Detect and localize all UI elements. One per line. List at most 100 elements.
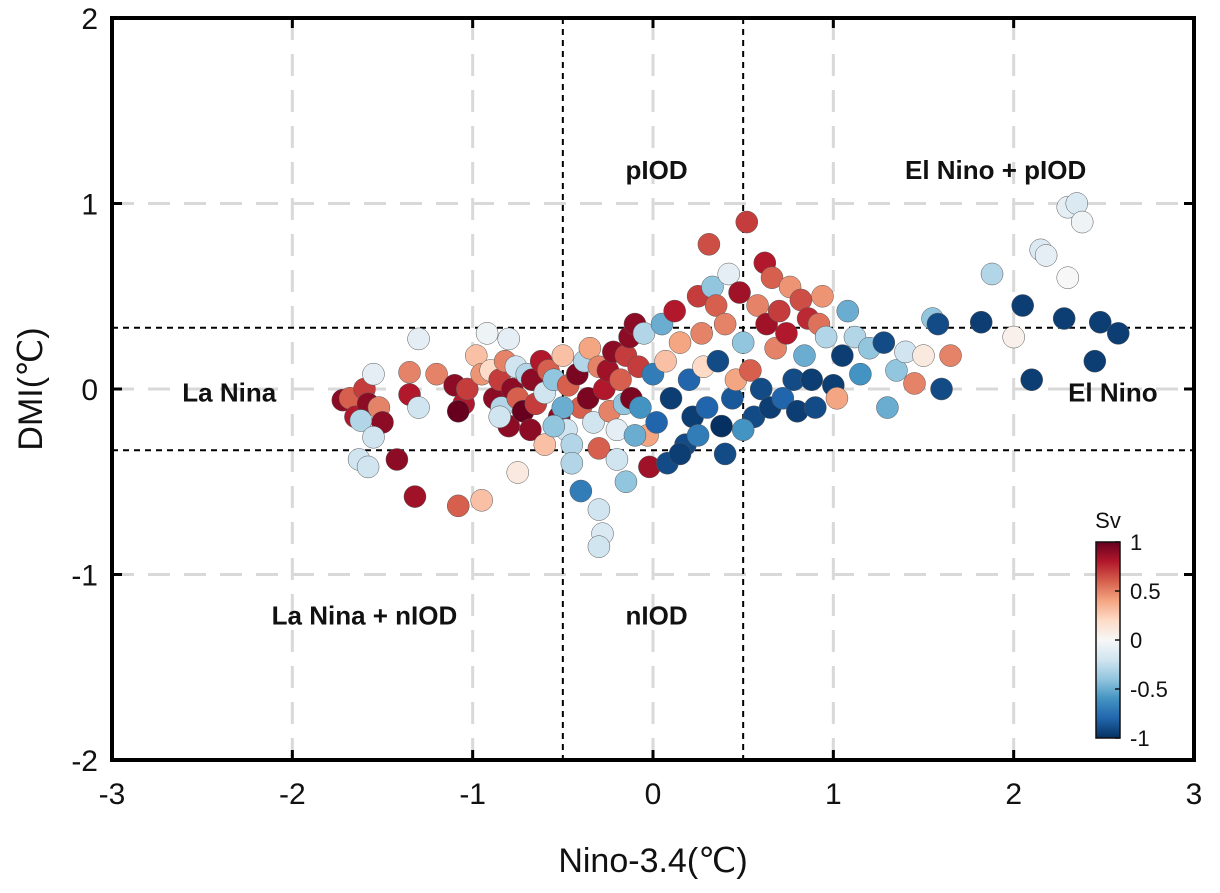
scatter-point xyxy=(930,377,953,401)
scatter-point xyxy=(506,461,529,484)
scatter-point xyxy=(349,409,373,432)
scatter-point xyxy=(629,396,652,419)
scatter-point xyxy=(1107,322,1130,345)
scatter-point xyxy=(407,327,430,351)
scatter-point xyxy=(713,312,737,336)
scatter-point xyxy=(446,494,470,518)
x-axis-label: Nino-3.4(℃) xyxy=(558,842,747,880)
scatter-point xyxy=(425,362,448,386)
scatter-point xyxy=(746,294,769,317)
scatter-point xyxy=(385,448,409,471)
scatter-point xyxy=(488,405,511,429)
scatter-point xyxy=(731,418,755,442)
scatter-point xyxy=(668,442,692,466)
x-tick-label: -1 xyxy=(459,778,486,811)
scatter-point xyxy=(362,425,385,449)
scatter-point xyxy=(721,387,744,410)
region-label: El Nino xyxy=(1068,378,1158,408)
scatter-point xyxy=(885,359,908,382)
scatter-point xyxy=(362,362,385,386)
x-tick-label: -2 xyxy=(279,778,306,811)
colorbar-tick-label: 1 xyxy=(1130,530,1142,555)
scatter-point xyxy=(654,349,677,373)
scatter-point xyxy=(497,327,520,351)
scatter-point xyxy=(775,322,798,345)
scatter-point xyxy=(697,233,721,256)
scatter-point xyxy=(1002,325,1025,349)
scatter-point xyxy=(695,396,719,419)
scatter-point xyxy=(749,377,773,401)
region-label: nIOD xyxy=(626,600,688,630)
y-tick-label: 1 xyxy=(81,189,98,222)
scatter-point xyxy=(713,442,737,466)
scatter-point xyxy=(849,362,872,386)
scatter-point xyxy=(912,344,935,367)
scatter-point xyxy=(760,266,784,289)
y-tick-label: 0 xyxy=(81,374,98,407)
y-tick-label: -2 xyxy=(71,745,98,778)
region-label: La Nina + nIOD xyxy=(272,600,458,630)
scatter-point xyxy=(632,322,656,345)
scatter-point xyxy=(793,344,816,367)
scatter-point xyxy=(814,325,838,349)
scatter-point xyxy=(767,299,791,323)
scatter-point xyxy=(706,349,730,373)
x-tick-label: -3 xyxy=(99,778,126,811)
scatter-point xyxy=(587,535,611,558)
scatter-point xyxy=(804,396,827,419)
scatter-point xyxy=(614,470,638,493)
scatter-point xyxy=(609,368,632,391)
scatter-point xyxy=(398,361,421,384)
scatter-point xyxy=(519,418,542,442)
x-tick-label: 3 xyxy=(1186,778,1203,811)
colorbar-tick-label: -0.5 xyxy=(1130,677,1168,702)
scatter-point xyxy=(686,424,710,447)
scatter-point xyxy=(1011,294,1034,317)
y-axis-label: DMI(℃) xyxy=(12,327,50,450)
scatter-point xyxy=(717,262,740,286)
scatter-point xyxy=(551,396,575,419)
scatter-point xyxy=(677,368,701,391)
scatter-point xyxy=(831,344,854,367)
scatter-point xyxy=(1034,244,1058,267)
scatter-point xyxy=(587,437,611,460)
colorbar-title: Sv xyxy=(1095,508,1121,533)
scatter-point xyxy=(605,448,629,471)
scatter-point xyxy=(710,414,733,438)
region-label: pIOD xyxy=(626,155,688,185)
scatter-point xyxy=(1083,349,1107,373)
scatter-point xyxy=(739,359,762,382)
scatter-point xyxy=(587,498,611,521)
scatter-point xyxy=(582,411,605,434)
y-tick-label: 2 xyxy=(81,3,98,36)
scatter-point xyxy=(980,262,1004,286)
scatter-point xyxy=(825,387,849,410)
scatter-point xyxy=(771,387,795,410)
scatter-point xyxy=(560,451,584,475)
scatter-point xyxy=(836,299,860,323)
scatter-point xyxy=(403,485,427,508)
scatter-points xyxy=(331,192,1130,558)
scatter-point xyxy=(542,414,566,438)
scatter-point xyxy=(407,396,430,419)
grid xyxy=(112,18,1194,760)
scatter-point xyxy=(800,368,823,391)
scatter-point xyxy=(551,344,575,367)
scatter-point xyxy=(926,312,950,336)
colorbar-tick-label: 0 xyxy=(1130,628,1142,653)
scatter-point xyxy=(690,322,713,345)
scatter-point xyxy=(356,455,380,479)
scatter-point xyxy=(578,336,602,360)
colorbar-tick-label: 0.5 xyxy=(1130,579,1161,604)
scatter-point xyxy=(456,377,479,401)
region-labels: pIOD El Nino + pIOD La Nina El Nino La Nina … xyxy=(182,155,1157,630)
x-tick-label: 2 xyxy=(1005,778,1022,811)
scatter-point xyxy=(645,411,668,434)
scatter-point xyxy=(969,310,993,334)
scatter-point xyxy=(668,331,692,354)
scatter-point xyxy=(728,281,751,304)
scatter-point xyxy=(1088,310,1112,334)
scatter-point xyxy=(446,400,470,423)
